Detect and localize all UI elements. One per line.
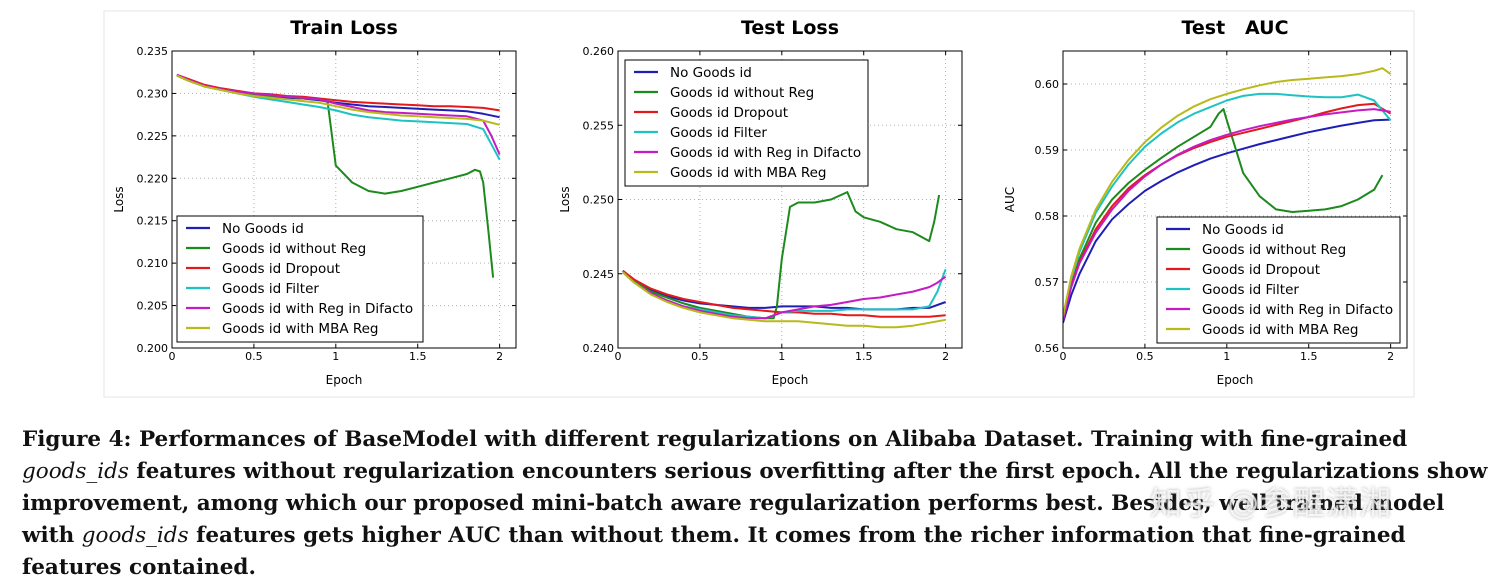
legend-label-5: Goods id with Reg in Difacto [670,145,861,161]
chart-title: Test AUC [1181,17,1288,39]
y-axis-label: Loss [558,186,572,212]
y-tick-label-3: 0.255 [583,119,615,132]
series-line-6 [622,271,946,329]
y-tick-label-0: 0.200 [137,342,169,355]
series-line-5 [1063,108,1391,321]
legend-box [624,59,869,187]
series-line-2 [1063,108,1384,321]
x-tick-label-0: 0 [1060,350,1067,363]
y-tick-label-3: 0.215 [137,215,169,228]
series-line-3 [1063,102,1392,319]
legend-label-3: Goods id Dropout [222,261,340,277]
y-tick-label-0: 0.240 [583,342,615,355]
series-line-5 [176,73,501,155]
x-axis-label: Epoch [1217,373,1254,387]
series-line-2 [622,191,941,320]
x-tick-label-0: 0 [169,350,176,363]
legend-label-6: Goods id with MBA Reg [222,321,379,337]
x-axis-label: Epoch [772,373,809,387]
axes-frame [1062,50,1408,349]
legend-label-5: Goods id with Reg in Difacto [222,301,413,317]
figure-canvas: 0 0.5 1 1.5 2 0.200 0.205 0.210 0.215 0.220 0.225 0… [103,10,1415,398]
y-tick-label-0: 0.56 [1035,342,1060,355]
legend-label-4: Goods id Filter [222,281,319,297]
chart-2: 0 0.5 1 1.5 2 0.240 0.245 0.250 0.255 0.260 Test L… [558,17,963,387]
y-tick-label-1: 0.205 [137,300,169,313]
x-tick-label-2: 1 [778,350,785,363]
legend-label-6: Goods id with MBA Reg [670,165,827,181]
y-tick-label-4: 0.60 [1035,78,1060,91]
x-tick-label-2: 1 [332,350,339,363]
y-tick-label-2: 0.210 [137,257,169,270]
y-tick-label-7: 0.235 [137,45,169,58]
legend-label-2: Goods id without Reg [222,241,366,257]
caption-text-1: Figure 4: Performances of BaseModel with… [22,427,1408,452]
x-tick-label-1: 0.5 [691,350,709,363]
x-tick-label-1: 0.5 [245,350,263,363]
legend-label-3: Goods id Dropout [1202,262,1320,278]
x-tick-label-1: 0.5 [1136,350,1154,363]
series-line-4 [1063,92,1392,317]
x-tick-label-3: 1.5 [1300,350,1318,363]
watermark: 知乎 @参醒潇湘 [1150,484,1393,522]
x-tick-label-0: 0 [615,350,622,363]
legend: No Goods id Goods id without Reg Goods id … [624,59,869,187]
x-tick-label-4: 2 [1387,350,1394,363]
x-tick-label-4: 2 [942,350,949,363]
legend-label-2: Goods id without Reg [1202,242,1346,258]
legend-box [1156,216,1401,344]
y-tick-label-3: 0.59 [1035,144,1060,157]
y-axis-label: AUC [1003,187,1017,212]
chart-title: Train Loss [290,17,398,39]
x-tick-label-3: 1.5 [855,350,873,363]
caption-text-3: features gets higher AUC than without th… [22,523,1406,580]
legend-box [176,215,424,343]
legend-label-5: Goods id with Reg in Difacto [1202,302,1393,318]
x-tick-label-2: 1 [1223,350,1230,363]
axes-frame [171,50,517,349]
chart-title: Test Loss [741,17,839,39]
series-line-1 [1063,118,1391,324]
y-tick-label-2: 0.58 [1035,210,1060,223]
chart-1: 0 0.5 1 1.5 2 0.200 0.205 0.210 0.215 0.220 0.225 0… [112,17,517,387]
legend-label-4: Goods id Filter [1202,282,1299,298]
legend-label-6: Goods id with MBA Reg [1202,322,1359,338]
x-tick-label-4: 2 [496,350,503,363]
legend-label-4: Goods id Filter [670,125,767,141]
series-line-5 [622,271,947,320]
legend-label-1: No Goods id [1202,222,1284,238]
series-line-6 [1063,67,1392,317]
y-axis-label: Loss [112,186,126,212]
y-tick-label-4: 0.260 [583,45,615,58]
legend: No Goods id Goods id without Reg Goods id … [176,215,424,343]
caption-italic-1: goods_ids [22,459,129,484]
y-tick-label-6: 0.230 [137,87,169,100]
chart-3: 0 0.5 1 1.5 2 0.56 0.57 0.58 0.59 0.60 Test AUC Epo… [1003,17,1408,387]
figure-caption: Figure 4: Performances of BaseModel with… [22,424,1502,584]
x-tick-label-3: 1.5 [409,350,427,363]
x-axis-label: Epoch [326,373,363,387]
y-tick-label-1: 0.57 [1035,276,1060,289]
y-tick-label-1: 0.245 [583,268,615,281]
caption-text-2: features without regularization encounte… [22,459,1488,548]
y-tick-label-4: 0.220 [137,172,169,185]
y-tick-label-2: 0.250 [583,194,615,207]
legend-label-3: Goods id Dropout [670,105,788,121]
series-line-6 [176,74,500,126]
legend: No Goods id Goods id without Reg Goods id … [1156,216,1401,344]
legend-label-1: No Goods id [670,65,752,81]
legend-label-2: Goods id without Reg [670,85,814,101]
y-tick-label-5: 0.225 [137,130,169,143]
caption-italic-2: goods_ids [81,523,189,548]
legend-label-1: No Goods id [222,221,304,237]
